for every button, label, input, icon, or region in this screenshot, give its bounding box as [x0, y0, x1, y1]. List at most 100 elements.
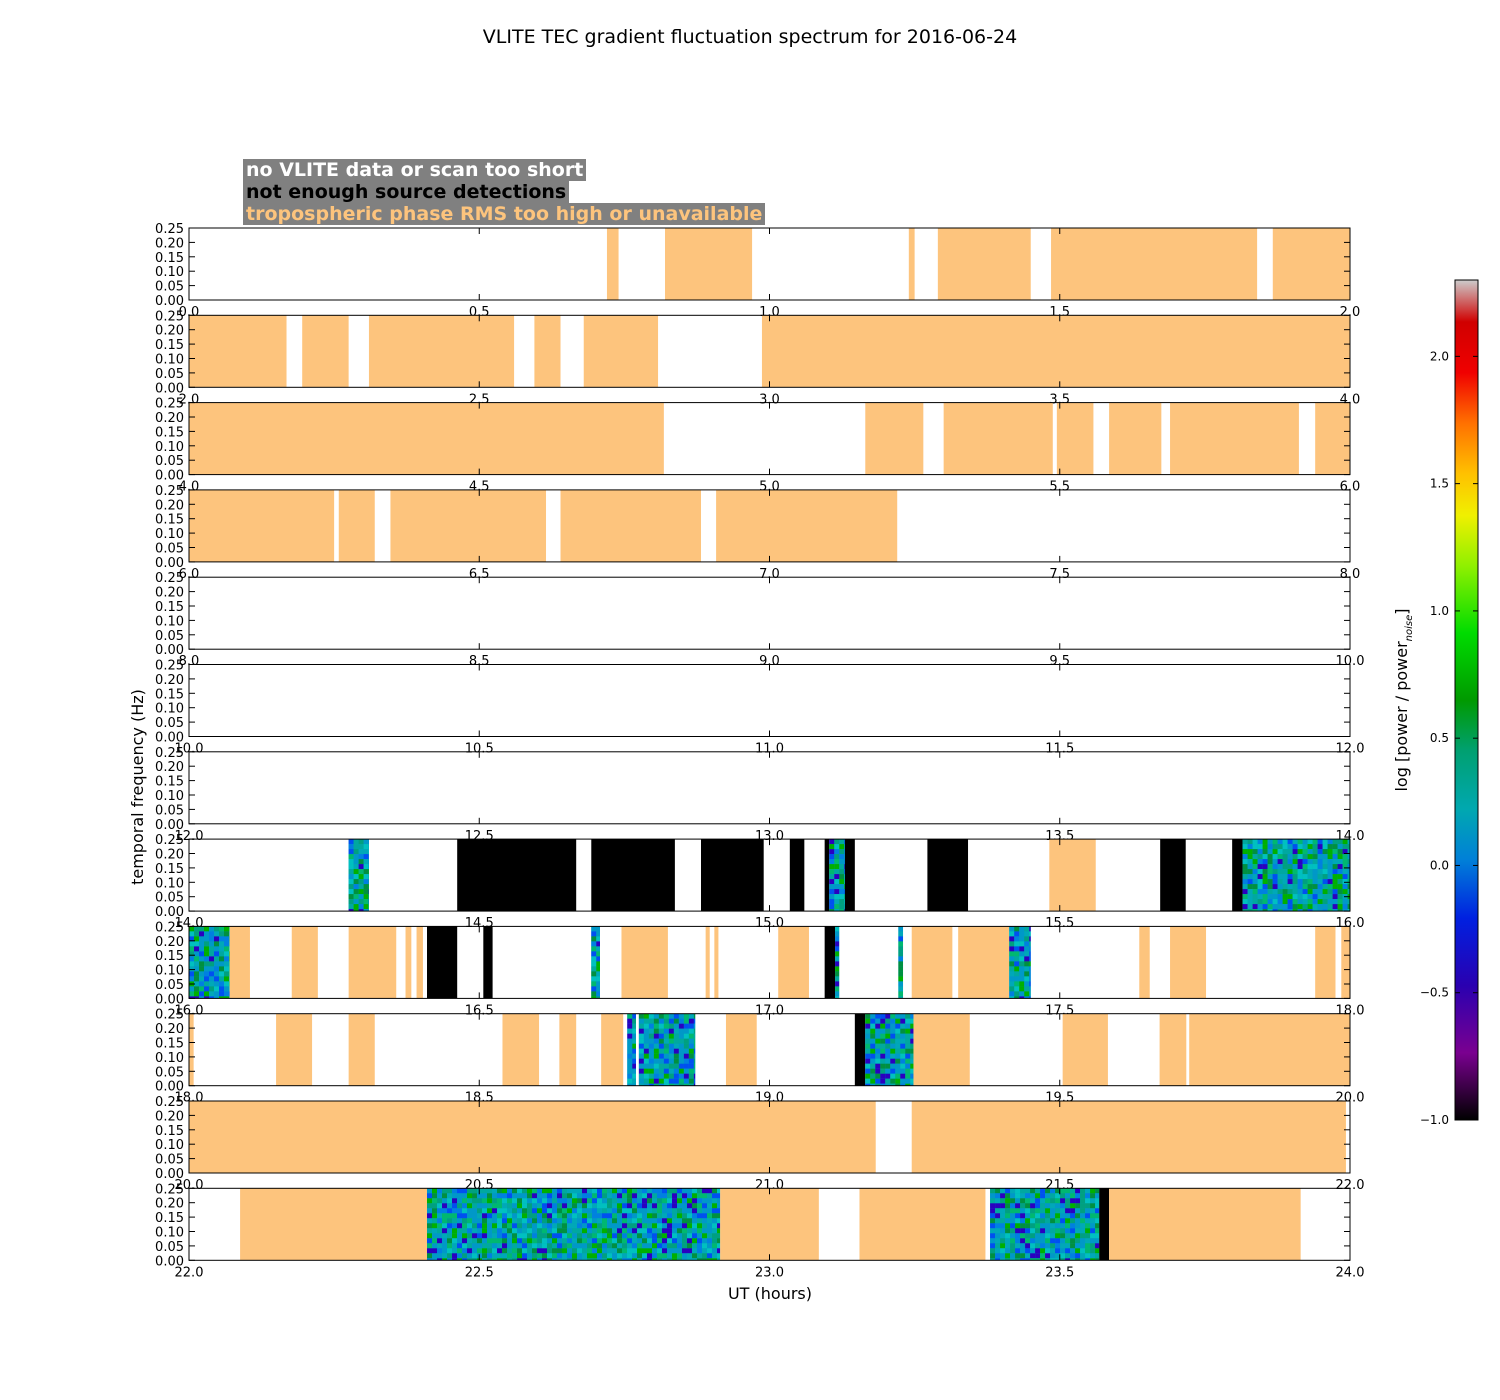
y-tick-label: 0.20: [155, 1109, 184, 1124]
y-tick-label: 0.05: [155, 978, 184, 993]
segment-troposphere: [1341, 926, 1350, 999]
y-tick-label: 0.20: [155, 848, 184, 863]
panel-frame: [188, 664, 1351, 737]
segment-troposphere: [761, 315, 1350, 388]
segment-troposphere: [583, 315, 659, 388]
colorbar-tick-label: 1.5: [1430, 477, 1449, 491]
y-tick-label: 0.00: [155, 294, 184, 309]
segment-troposphere: [1315, 402, 1350, 475]
x-tick-label: 12.0: [175, 829, 204, 844]
y-tick-label: 0.25: [155, 920, 184, 935]
y-tick-label: 0.20: [155, 673, 184, 688]
segment-troposphere: [865, 402, 924, 475]
segment-troposphere: [601, 1013, 624, 1086]
y-tick-label: 0.15: [155, 1124, 184, 1139]
segment-troposphere: [1051, 228, 1258, 300]
x-tick-label: 16.0: [175, 1003, 204, 1018]
segment-spectrum: [829, 839, 845, 912]
segment-spectrum: [898, 926, 904, 999]
colorbar-gradient: [1454, 279, 1479, 1121]
segment-troposphere: [502, 1013, 540, 1086]
y-tick-label: 0.10: [155, 1226, 184, 1241]
segment-troposphere: [911, 926, 953, 999]
x-tick-label: 17.0: [755, 1003, 784, 1018]
x-tick-label: 3.0: [759, 392, 780, 407]
segment-no-detections: [824, 926, 836, 999]
segment-troposphere: [1109, 402, 1162, 475]
x-tick-label: 20.0: [175, 1178, 204, 1193]
y-tick-label: 0.15: [155, 1211, 184, 1226]
panel-frame: [188, 751, 1351, 825]
segment-troposphere: [276, 1013, 313, 1086]
segment-troposphere: [348, 926, 397, 999]
colorbar-label-main: log [power / power: [1392, 641, 1411, 792]
segment-troposphere: [1159, 1013, 1187, 1086]
y-tick-label: 0.00: [155, 556, 184, 571]
segment-troposphere: [368, 315, 515, 388]
segment-troposphere: [189, 402, 664, 475]
segment-troposphere: [1056, 402, 1094, 475]
y-tick-label: 0.25: [155, 1182, 184, 1197]
y-tick-label: 0.00: [155, 731, 184, 746]
x-tick-label: 15.0: [755, 916, 784, 931]
colorbar-tick-label: 2.0: [1430, 349, 1449, 363]
segment-no-detections: [789, 839, 805, 912]
segment-no-detections: [483, 926, 493, 999]
segment-troposphere: [189, 1101, 876, 1173]
segment-no-detections: [854, 1013, 866, 1086]
colorbar-tick-label: 1.0: [1430, 604, 1449, 618]
segment-troposphere: [302, 315, 349, 388]
segment-troposphere: [348, 1013, 375, 1086]
segment-troposphere: [405, 926, 412, 999]
panel-0: 0.000.050.100.150.200.250.0 0.5 1.0 1.5 2.0: [155, 222, 1360, 320]
legend-entry: not enough source detections: [243, 181, 570, 203]
x-tick-label: 7.5: [1049, 567, 1070, 582]
y-tick-label: 0.00: [155, 1080, 184, 1095]
x-tick-label: 8.0: [179, 654, 200, 669]
x-tick-label: 24.0: [1336, 1265, 1365, 1280]
y-tick-label: 0.10: [155, 702, 184, 717]
y-tick-label: 0.15: [155, 862, 184, 877]
segment-no-detections: [927, 839, 969, 912]
y-tick-label: 0.25: [155, 222, 184, 237]
y-tick-label: 0.20: [155, 935, 184, 950]
y-tick-label: 0.05: [155, 1065, 184, 1080]
x-tick-label: 6.5: [469, 567, 490, 582]
segment-troposphere: [559, 1013, 577, 1086]
y-tick-label: 0.20: [155, 324, 184, 339]
panels-group: 0.000.050.100.150.200.250.0 0.5 1.0 1.5 2.00…: [155, 222, 1364, 1280]
legend-entry: tropospheric phase RMS too high or unava…: [243, 203, 766, 225]
segment-no-detections: [824, 839, 830, 912]
y-tick-label: 0.15: [155, 949, 184, 964]
y-tick-label: 0.20: [155, 498, 184, 513]
segment-spectrum: [1009, 926, 1031, 999]
segment-troposphere: [390, 489, 547, 562]
segment-troposphere: [189, 1013, 194, 1086]
segment-no-detections: [1160, 839, 1186, 912]
segment-troposphere: [958, 926, 1010, 999]
y-tick-label: 0.20: [155, 586, 184, 601]
y-tick-label: 0.10: [155, 614, 184, 629]
segment-troposphere: [705, 926, 710, 999]
y-tick-label: 0.25: [155, 571, 184, 586]
y-tick-label: 0.05: [155, 280, 184, 295]
segment-spectrum: [835, 926, 840, 999]
segment-troposphere: [716, 489, 898, 562]
x-tick-label: 12.0: [1336, 742, 1365, 757]
segment-troposphere: [1189, 1013, 1350, 1086]
x-tick-label: 6.0: [1340, 480, 1361, 495]
y-tick-label: 0.05: [155, 629, 184, 644]
segment-no-detections: [457, 839, 577, 912]
panel-frame: [188, 576, 1351, 650]
y-tick-label: 0.00: [155, 818, 184, 833]
x-tick-label: 9.5: [1049, 654, 1070, 669]
segment-spectrum: [627, 1013, 636, 1086]
segment-troposphere: [943, 402, 1053, 475]
segment-troposphere: [534, 315, 561, 388]
y-tick-label: 0.10: [155, 527, 184, 542]
y-tick-label: 0.15: [155, 425, 184, 440]
segment-spectrum: [348, 839, 369, 912]
